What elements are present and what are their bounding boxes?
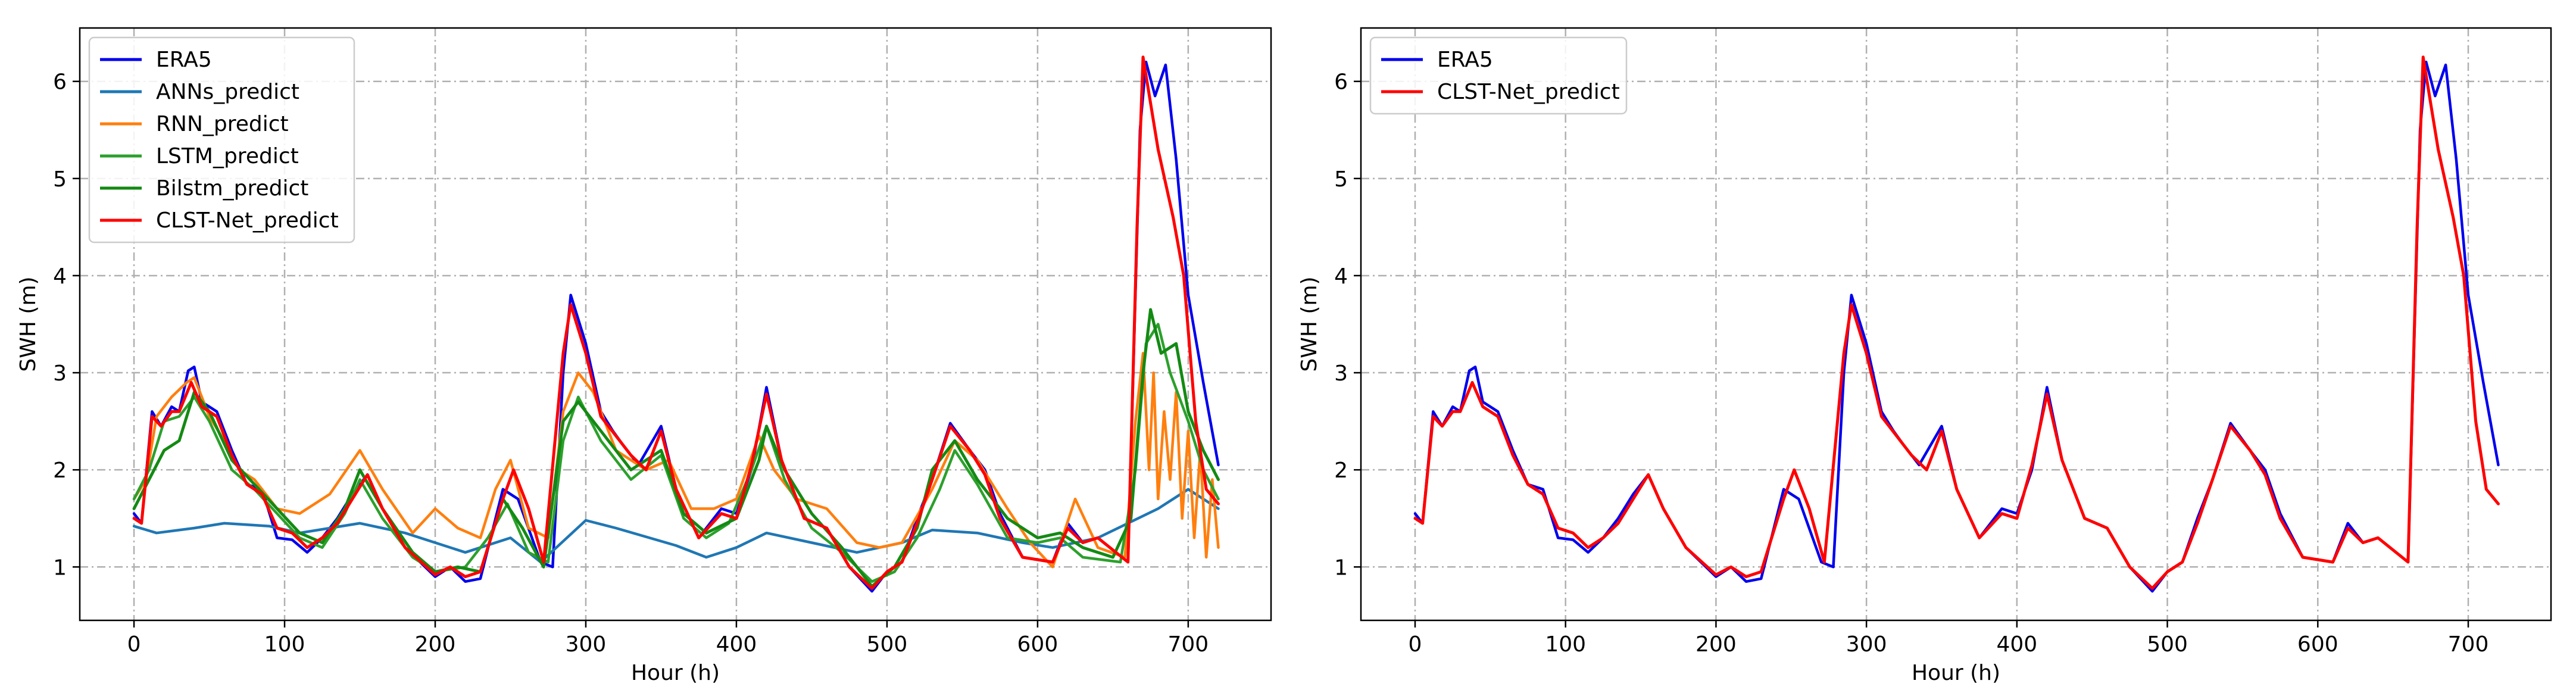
y-tick-label: 1 [1334,555,1348,580]
plot-frame [79,27,1272,622]
chart-panel-2: 0 100 200 300 400 500 600 700 1 2 3 4 5 6 Hour (h) SWH … [1297,27,2552,685]
legend: ERA5 ANNs_predict RNN_predict LSTM_predict B… [88,36,355,244]
x-tick-label: 100 [1545,632,1586,657]
legend-label: ANNs_predict [156,80,299,104]
x-tick-label: 700 [1168,632,1209,657]
x-tick-label: 600 [2297,632,2338,657]
y-axis-label: SWH (m) [16,276,40,372]
legend-box [88,36,355,244]
x-tick-label: 400 [716,632,757,657]
legend-box [1369,36,1628,115]
x-tick-label: 0 [127,632,141,657]
x-tick-label: 100 [264,632,305,657]
series-line-clst-net-predict [132,55,1220,590]
x-tick-label: 600 [1017,632,1058,657]
legend-label: CLST-Net_predict [156,208,339,233]
y-tick-label: 6 [1334,70,1348,95]
x-tick-label: 500 [867,632,908,657]
series-line-bilstm-predict [132,308,1220,588]
series-line-clst-net-predict [1413,55,2500,590]
y-axis-label: SWH (m) [1297,276,1322,372]
series-line-rnn-predict [132,352,1220,569]
y-tick-label: 6 [53,70,67,95]
legend-label: LSTM_predict [156,144,299,168]
y-tick-label: 2 [53,458,67,483]
y-tick-label: 2 [1334,458,1348,483]
x-tick-label: 200 [1696,632,1737,657]
series-line-lstm-predict [132,323,1220,583]
y-tick-label: 1 [53,555,67,580]
legend-label: RNN_predict [156,112,289,136]
plot-frame [1360,27,2552,622]
legend-label: CLST-Net_predict [1437,80,1620,104]
x-tick-label: 400 [1996,632,2037,657]
legend: ERA5 CLST-Net_predict [1369,36,1628,115]
legend-label: ERA5 [1437,48,1493,72]
x-tick-label: 300 [1846,632,1887,657]
series-line-era5 [1413,60,2500,593]
y-tick-label: 4 [53,264,67,289]
y-tick-label: 4 [1334,264,1348,289]
chart-panel-1: 0 100 200 300 400 500 600 700 1 2 3 4 5 6 Hour (h) SWH … [16,27,1272,685]
x-axis-label: Hour (h) [1912,661,2000,685]
x-axis-label: Hour (h) [631,661,720,685]
legend-label: Bilstm_predict [156,176,308,201]
y-tick-label: 5 [53,167,67,192]
x-tick-label: 500 [2147,632,2188,657]
x-tick-label: 300 [566,632,607,657]
x-tick-label: 700 [2448,632,2489,657]
x-tick-label: 200 [415,632,456,657]
y-tick-label: 5 [1334,167,1348,192]
y-tick-label: 3 [1334,361,1348,386]
x-tick-label: 0 [1409,632,1422,657]
y-tick-label: 3 [53,361,67,386]
legend-label: ERA5 [156,48,212,72]
